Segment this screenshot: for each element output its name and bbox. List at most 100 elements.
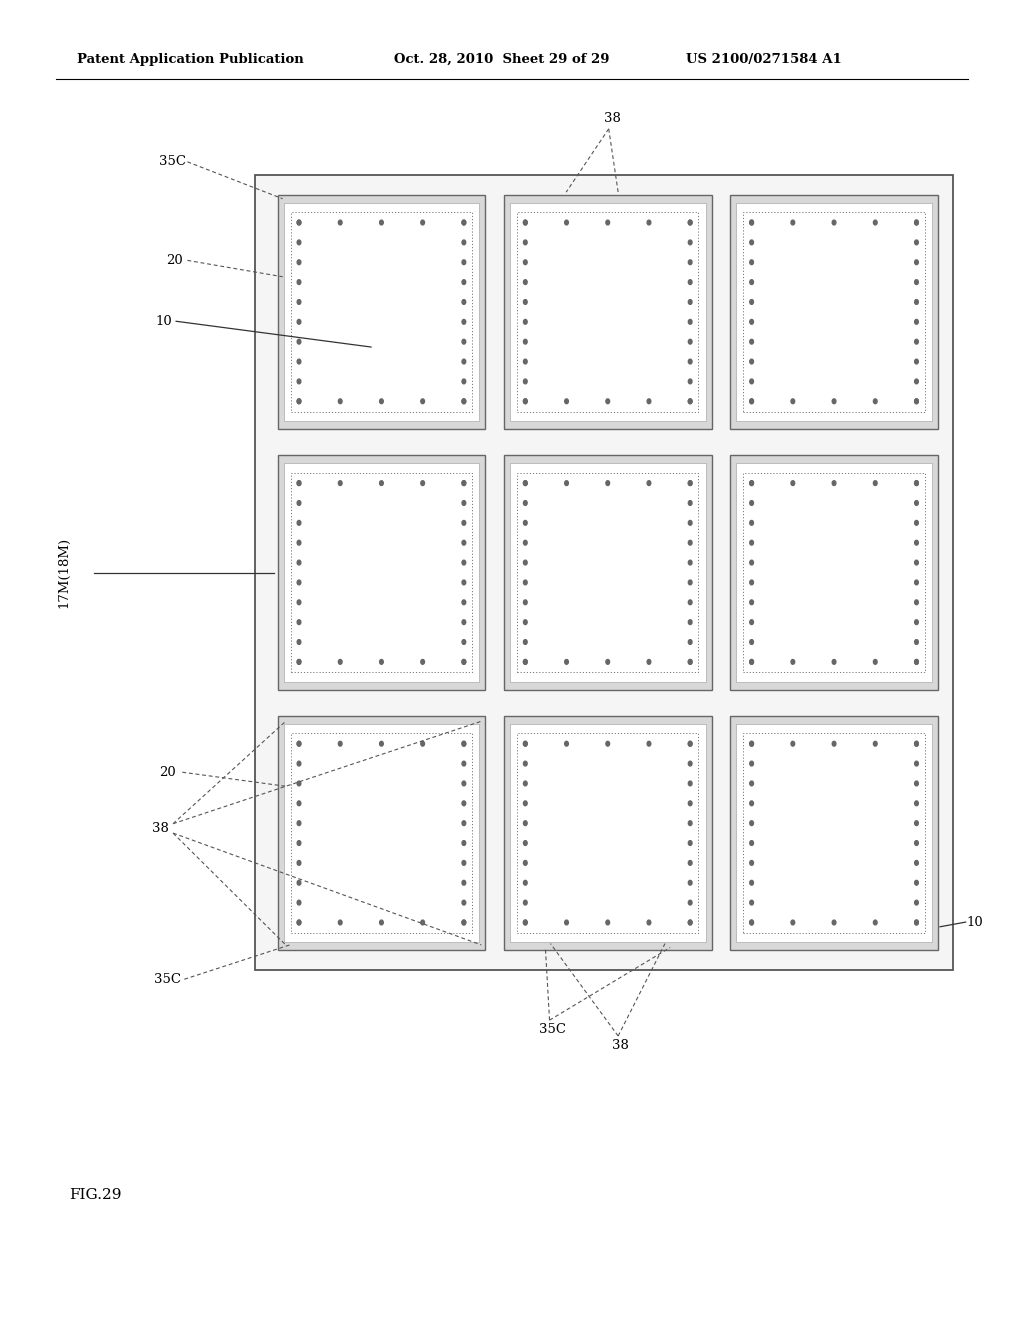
Circle shape <box>523 319 527 325</box>
Circle shape <box>523 480 527 486</box>
Circle shape <box>523 781 527 785</box>
Circle shape <box>462 660 466 664</box>
Circle shape <box>523 900 527 906</box>
Circle shape <box>462 861 466 866</box>
Circle shape <box>647 399 651 404</box>
Circle shape <box>914 841 919 845</box>
Circle shape <box>688 742 692 746</box>
Circle shape <box>380 399 383 404</box>
Circle shape <box>750 379 754 384</box>
Circle shape <box>380 660 383 664</box>
Circle shape <box>750 781 754 785</box>
Bar <box>504 715 712 950</box>
Circle shape <box>380 920 383 925</box>
Circle shape <box>523 220 527 224</box>
Circle shape <box>750 920 754 925</box>
Circle shape <box>462 399 466 404</box>
Circle shape <box>688 520 692 525</box>
Circle shape <box>914 480 919 486</box>
Circle shape <box>647 742 651 746</box>
Circle shape <box>523 379 527 384</box>
Text: 10: 10 <box>156 314 172 327</box>
Bar <box>730 455 938 689</box>
Circle shape <box>688 821 692 825</box>
Circle shape <box>297 319 301 325</box>
Circle shape <box>297 300 301 305</box>
Circle shape <box>914 742 919 746</box>
Circle shape <box>914 742 919 746</box>
Circle shape <box>297 520 301 525</box>
Text: 20: 20 <box>159 766 175 779</box>
Circle shape <box>462 500 466 506</box>
Circle shape <box>750 540 754 545</box>
Circle shape <box>564 399 568 404</box>
Circle shape <box>523 240 527 244</box>
Circle shape <box>914 540 919 545</box>
Circle shape <box>750 280 754 285</box>
Circle shape <box>380 220 383 224</box>
Circle shape <box>688 399 692 404</box>
Circle shape <box>523 920 527 925</box>
Circle shape <box>297 220 301 224</box>
Circle shape <box>297 660 301 664</box>
Circle shape <box>462 379 466 384</box>
Circle shape <box>688 500 692 506</box>
Circle shape <box>688 861 692 866</box>
Circle shape <box>297 560 301 565</box>
Circle shape <box>791 920 795 925</box>
Circle shape <box>297 920 301 925</box>
Text: 38: 38 <box>603 112 621 125</box>
Circle shape <box>688 841 692 845</box>
Circle shape <box>914 660 919 664</box>
Circle shape <box>462 300 466 305</box>
Circle shape <box>688 399 692 404</box>
Text: 38: 38 <box>612 1039 629 1052</box>
Circle shape <box>750 920 754 925</box>
Circle shape <box>914 880 919 886</box>
Circle shape <box>688 540 692 545</box>
Circle shape <box>523 742 527 746</box>
Bar <box>517 733 698 933</box>
Circle shape <box>914 821 919 825</box>
Text: Patent Application Publication: Patent Application Publication <box>77 53 303 66</box>
Circle shape <box>750 399 754 404</box>
Circle shape <box>750 762 754 766</box>
Circle shape <box>750 660 754 664</box>
Circle shape <box>297 640 301 644</box>
Circle shape <box>791 399 795 404</box>
Text: 20: 20 <box>166 253 182 267</box>
Circle shape <box>338 399 342 404</box>
Circle shape <box>688 220 692 224</box>
Circle shape <box>688 762 692 766</box>
Bar <box>291 213 472 412</box>
Circle shape <box>606 399 609 404</box>
Circle shape <box>873 480 878 486</box>
Circle shape <box>297 399 301 404</box>
Circle shape <box>750 599 754 605</box>
Circle shape <box>297 480 301 486</box>
Circle shape <box>750 900 754 906</box>
Bar <box>284 203 479 421</box>
Bar <box>736 723 932 942</box>
Circle shape <box>462 260 466 264</box>
Circle shape <box>523 861 527 866</box>
Circle shape <box>791 660 795 664</box>
Circle shape <box>462 620 466 624</box>
Circle shape <box>462 480 466 486</box>
Bar <box>730 195 938 429</box>
Circle shape <box>750 560 754 565</box>
Circle shape <box>462 220 466 224</box>
Circle shape <box>914 762 919 766</box>
Circle shape <box>523 399 527 404</box>
Circle shape <box>462 599 466 605</box>
Circle shape <box>297 260 301 264</box>
Circle shape <box>297 742 301 746</box>
Bar <box>504 195 712 429</box>
Text: 10: 10 <box>967 916 983 928</box>
Circle shape <box>688 579 692 585</box>
Circle shape <box>297 500 301 506</box>
Circle shape <box>688 480 692 486</box>
Circle shape <box>688 742 692 746</box>
Circle shape <box>523 762 527 766</box>
Circle shape <box>523 500 527 506</box>
